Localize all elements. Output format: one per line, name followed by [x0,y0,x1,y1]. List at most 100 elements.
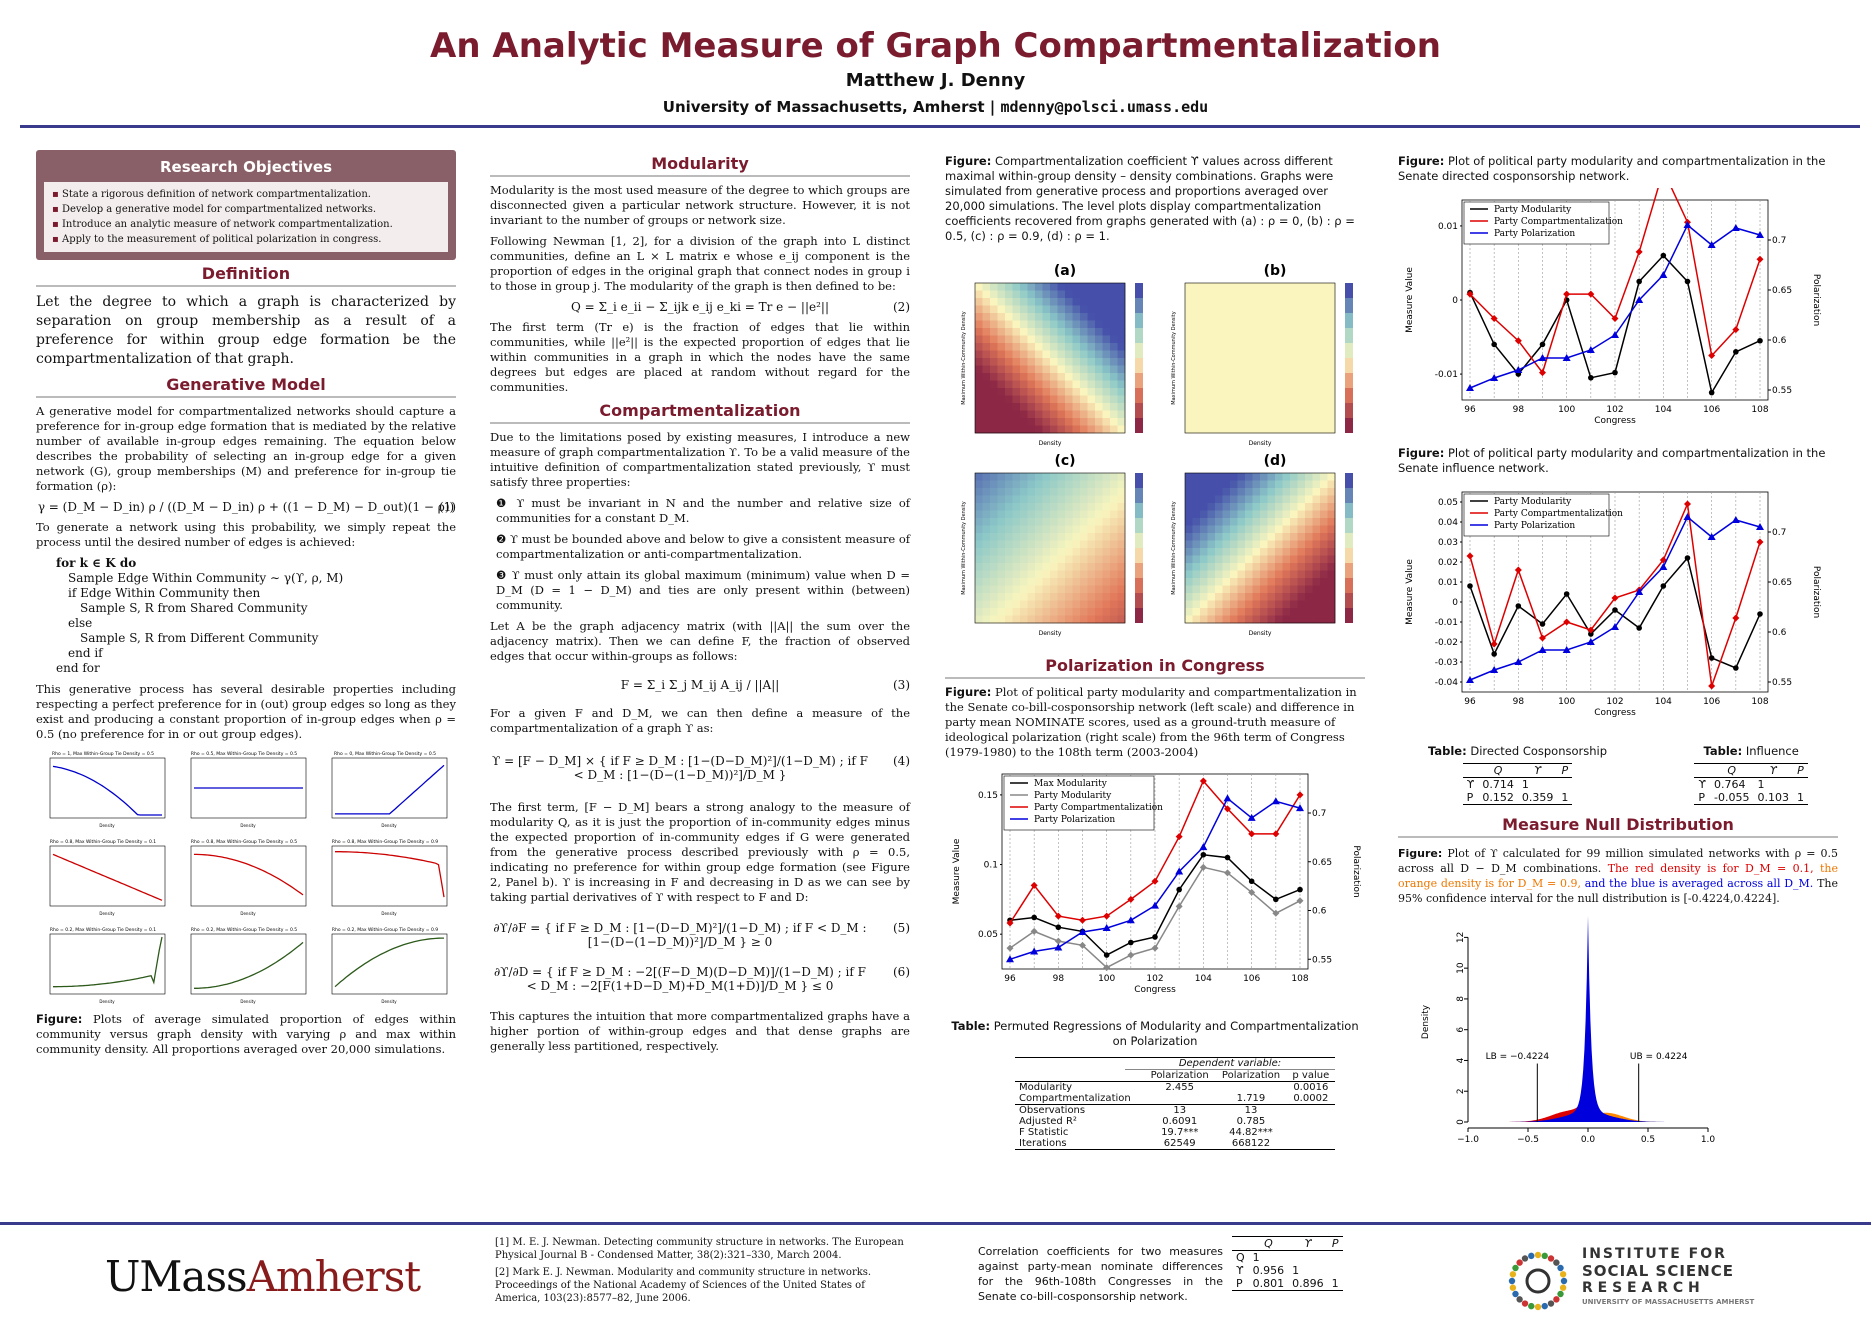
level-cell [1020,328,1028,336]
data-point [1272,909,1280,917]
level-cell [1072,290,1081,299]
property-3: ❸ ϒ must only attain its global maximum … [496,568,910,612]
level-cell [1207,350,1216,359]
data-point [1079,916,1086,924]
level-cell [1327,570,1336,579]
tick-label: 100 [1098,974,1115,984]
compart-p1: Due to the limitations posed by existing… [490,430,910,489]
level-cell [1072,578,1081,586]
level-cell [1305,533,1313,541]
level-cell [1012,403,1021,411]
equation-3-body: F = Σ_i Σ_j M_ij A_ij / ||A|| [620,678,780,692]
level-cell [1057,600,1066,609]
data-point [1466,676,1474,683]
table-cell: 668122 [1231,1138,1271,1149]
level-cell [1305,525,1313,534]
level-cell [1087,510,1096,519]
colorbar-cell [1345,548,1353,563]
table-cell [1286,1104,1335,1116]
table-cell: P [1698,791,1705,804]
level-cell [1312,283,1321,291]
level-cell [1207,290,1216,299]
level-cell [1327,585,1336,594]
level-cell [1050,328,1058,336]
legend-label: Party Polarization [1494,229,1575,239]
level-cell [1185,510,1193,519]
level-cell [1185,343,1193,351]
table-cell: Q [1236,1251,1245,1264]
table-cell: 0.359 [1521,791,1554,804]
level-cell [1192,570,1201,579]
level-cell [1252,578,1261,586]
level-cell [1117,373,1126,381]
level-cell [1245,578,1253,586]
level-cell [1065,495,1073,504]
level-cell [1207,283,1216,291]
level-cell [1252,305,1261,314]
level-cell [1290,403,1298,411]
correlation-table: Q ϒ P Q 1 ϒ 0.956 1 P 0.801 0.896 1 [1232,1236,1343,1291]
table-cell: Adjusted R² [1019,1116,1077,1127]
level-cell [1327,495,1336,504]
level-cell [1282,410,1291,419]
level-cell [1297,585,1306,594]
references: [1] M. E. J. Newman. Detecting community… [495,1236,910,1309]
level-cell [1012,283,1021,291]
level-cell [1117,350,1126,359]
level-cell [1282,615,1291,624]
level-cell [1275,320,1283,329]
level-cell [1117,510,1126,519]
level-cell [990,358,998,366]
level-cell [1267,350,1276,359]
level-cell [990,290,998,299]
level-cell [1065,600,1073,609]
level-cell [1072,488,1081,496]
level-cell [1110,298,1118,306]
data-point [1054,937,1062,945]
level-cell [1027,290,1036,299]
level-cell [1080,335,1088,344]
level-cell [1207,343,1216,351]
level-cell [1200,358,1208,366]
level-cell [1200,480,1208,489]
level-cell [1207,298,1216,306]
data-point [1733,349,1739,355]
level-cell [1005,328,1013,336]
level-cell [1305,540,1313,549]
level-cell [975,593,983,601]
tick-label: 104 [1655,405,1672,415]
table-cell: 19.7*** [1161,1127,1199,1138]
level-cell [1290,593,1298,601]
level-cell [1282,328,1291,336]
level-cell [1282,395,1291,404]
level-cell [1027,343,1036,351]
level-cell [990,495,998,504]
simulation-panel: Rho = 0.2, Max Within-Group Tie Density … [190,927,307,1004]
affiliation-text: University of Massachusetts, Amherst | [662,98,1001,116]
isr-line-4: UNIVERSITY OF MASSACHUSETTS AMHERST [1582,1298,1755,1306]
level-cell [997,563,1006,571]
level-cell [1020,410,1028,419]
level-cell [975,600,983,609]
level-cell [1005,525,1013,534]
level-cell [1110,373,1118,381]
level-ylabel: Maximum Within-Community Density [1171,501,1177,595]
level-cell [1200,388,1208,396]
legend-box [1463,493,1610,537]
level-cell [1260,298,1268,306]
level-cell [1027,578,1036,586]
level-cell [1297,410,1306,419]
level-cell [1042,608,1051,616]
level-cell [1327,518,1336,526]
level-cell [1035,593,1043,601]
colorbar-cell [1135,328,1143,343]
level-cell [1110,328,1118,336]
level-cell [982,510,991,519]
level-cell [1230,570,1238,579]
level-cell [1312,410,1321,419]
level-cell [1192,343,1201,351]
level-cell [1260,525,1268,534]
level-cell [1230,350,1238,359]
level-cell [1312,600,1321,609]
